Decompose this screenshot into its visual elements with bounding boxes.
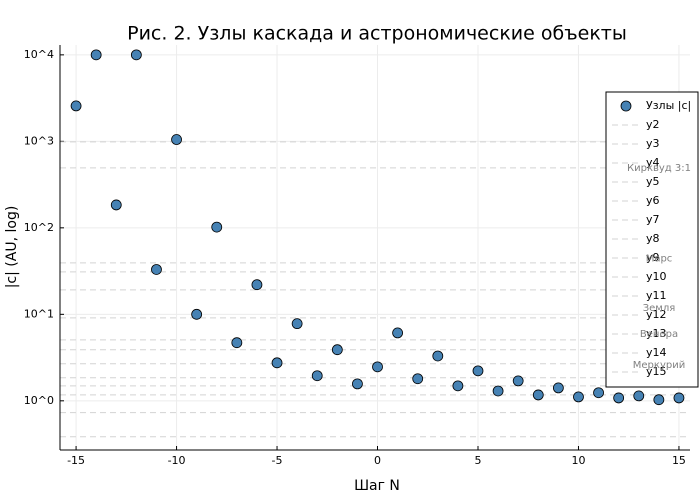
x-tick-label: 5 xyxy=(474,454,481,467)
x-tick-label: -15 xyxy=(67,454,85,467)
data-point xyxy=(412,373,424,385)
data-point xyxy=(633,390,645,402)
legend-box xyxy=(605,91,699,388)
data-point xyxy=(573,391,584,403)
y-tick-label: 10^2 xyxy=(24,221,54,234)
data-point xyxy=(593,387,604,399)
data-point xyxy=(613,392,625,404)
y-tick-label: 10^3 xyxy=(24,134,54,147)
legend-label: y3 xyxy=(646,137,660,150)
x-tick-label: -10 xyxy=(168,454,186,467)
legend-label: y7 xyxy=(646,213,660,226)
legend-label: y5 xyxy=(646,175,660,188)
data-point xyxy=(211,221,223,233)
chart-title: Рис. 2. Узлы каскада и астрономические о… xyxy=(127,23,627,45)
legend-label: y8 xyxy=(646,232,660,245)
data-point xyxy=(311,370,323,382)
legend-label: y13 xyxy=(646,327,667,340)
data-point xyxy=(171,134,182,145)
data-point xyxy=(231,337,243,349)
x-tick-label: -5 xyxy=(272,454,283,467)
data-point xyxy=(110,199,122,211)
x-tick-label: 10 xyxy=(571,454,585,467)
data-point xyxy=(130,49,142,61)
data-point xyxy=(291,318,303,330)
data-point xyxy=(90,49,102,61)
legend-label: y15 xyxy=(646,365,667,378)
data-point xyxy=(70,100,82,112)
data-point xyxy=(653,394,665,406)
data-point xyxy=(452,380,464,392)
legend-marker xyxy=(620,100,632,112)
x-axis-label: Шаг N xyxy=(354,478,400,494)
annotation: Земля xyxy=(643,303,676,314)
annotation: Марс xyxy=(646,254,673,265)
data-point xyxy=(673,392,685,404)
y-tick-label: 10^0 xyxy=(24,394,54,407)
y-tick-label: 10^1 xyxy=(24,307,54,320)
data-point xyxy=(271,357,283,369)
legend-label: y14 xyxy=(646,346,667,359)
data-point xyxy=(392,327,404,339)
data-point xyxy=(532,389,544,401)
data-point xyxy=(352,378,363,390)
data-point xyxy=(251,279,263,291)
data-point xyxy=(552,382,564,394)
legend-label: Узлы |c| xyxy=(646,99,691,112)
annotation: Венера xyxy=(640,329,678,340)
x-tick-label: 15 xyxy=(672,454,686,467)
y-tick-label: 10^4 xyxy=(24,48,54,61)
data-point xyxy=(331,344,343,356)
legend-label: y4 xyxy=(646,156,660,169)
data-point xyxy=(191,308,203,320)
legend-label: y11 xyxy=(646,289,667,302)
legend-label: y12 xyxy=(646,308,667,321)
x-tick-label: 0 xyxy=(374,454,381,467)
data-point xyxy=(151,264,162,275)
legend-label: y9 xyxy=(646,251,660,264)
legend-label: y2 xyxy=(646,118,660,131)
annotation: Меркурий xyxy=(633,360,685,371)
annotation: Кирквуд 3:1 xyxy=(627,163,691,174)
y-axis-label: |c| (AU, log) xyxy=(4,206,20,289)
data-point xyxy=(492,385,504,397)
data-point xyxy=(512,375,524,387)
data-point xyxy=(432,350,444,362)
data-point xyxy=(472,365,484,377)
data-point xyxy=(372,361,383,373)
legend-label: y10 xyxy=(646,270,667,283)
legend-label: y6 xyxy=(646,194,660,207)
